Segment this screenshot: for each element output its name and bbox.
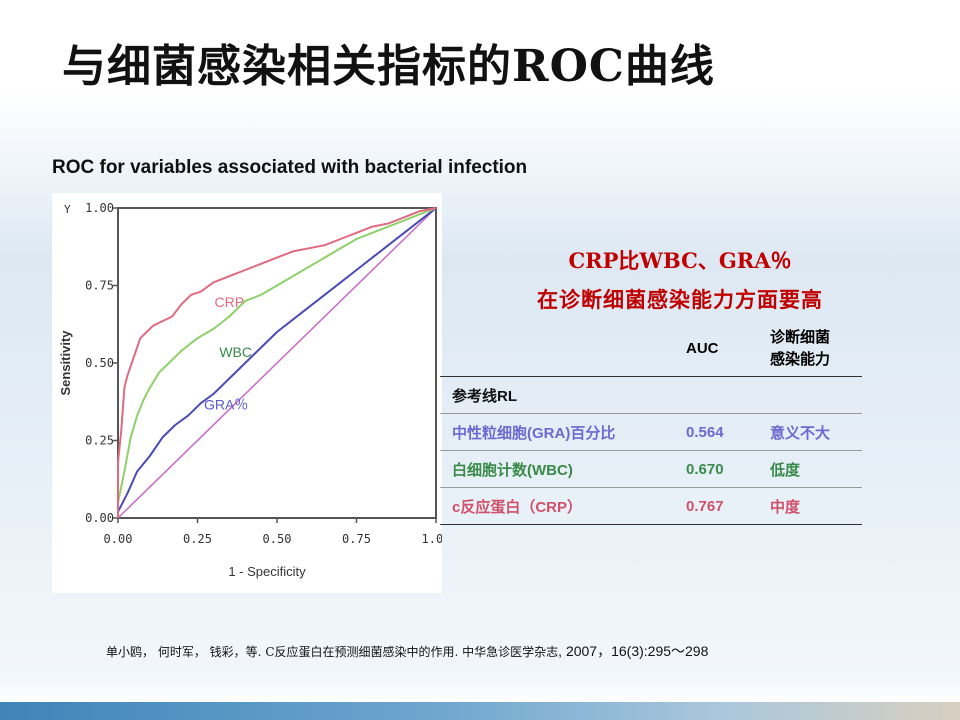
x-tick-label: 0.00 <box>104 532 133 546</box>
slide-title: 与细菌感染相关指标的ROC曲线 <box>62 41 715 92</box>
citation-ref: , 2007，16(3):295～298 <box>558 643 709 659</box>
auc-table-header: AUC 诊断细菌 感染能力 <box>440 320 862 377</box>
citation: 单小鸥， 何时军， 钱彩，等. C反应蛋白在预测细菌感染中的作用. 中华急诊医学… <box>106 641 708 661</box>
row-gra-ability: 意义不大 <box>770 423 831 442</box>
row-wbc-ability: 低度 <box>770 460 801 479</box>
y-tick-label: 0.75 <box>85 279 114 293</box>
series-line-0 <box>117 207 437 518</box>
chart-subtitle: ROC for variables associated with bacter… <box>52 157 528 178</box>
row-gra-name: 中性粒细胞(GRA)百分比 <box>452 424 616 442</box>
bottom-decor-band <box>0 702 960 720</box>
header-ability: 诊断细菌 感染能力 <box>770 328 831 368</box>
roc-chart: 0.00 0.00 0.25 0.25 0.50 0.50 0.75 0.75 1.00 1.00… <box>58 201 442 579</box>
header-name <box>440 320 674 377</box>
roc-chart-panel: 0.00 0.00 0.25 0.25 0.50 0.50 0.75 0.75 1.00 1.00… <box>52 193 442 593</box>
y-axis-title: Sensitivity <box>58 330 73 396</box>
table-row: 参考线RL <box>440 377 862 414</box>
x-tick-label: 1.00 <box>422 532 442 546</box>
headline-line2: 在诊断细菌感染能力方面要高 <box>537 287 823 312</box>
headline-line1: CRP比WBC、GRA％ <box>568 248 792 273</box>
row-gra-auc: 0.564 <box>686 423 724 441</box>
y-tick-label: 0.50 <box>85 356 114 370</box>
row-crp-name: c反应蛋白（CRP） <box>452 498 583 516</box>
citation-title: C反应蛋白在预测细菌感染中的作用. 中华急诊医学杂志 <box>265 645 559 659</box>
row-wbc-auc: 0.670 <box>686 460 724 478</box>
row-wbc-name: 白细胞计数(WBC) <box>452 461 573 479</box>
row-crp-auc: 0.767 <box>686 497 724 515</box>
series-line-3 <box>117 207 437 519</box>
y-tick-label: 1.00 <box>85 201 114 215</box>
series-label: CRP <box>215 294 245 310</box>
table-row: c反应蛋白（CRP） 0.767 中度 <box>440 488 862 525</box>
series-label: GRA％ <box>204 397 248 413</box>
header-auc: AUC <box>686 339 719 357</box>
series-line-2 <box>117 207 437 518</box>
table-row: 白细胞计数(WBC) 0.670 低度 <box>440 451 862 488</box>
y-tick-label: 0.25 <box>85 434 114 448</box>
x-tick-label: 0.25 <box>183 532 212 546</box>
x-tick-label: 0.75 <box>342 532 371 546</box>
citation-authors: 单小鸥， 何时军， 钱彩，等. <box>106 645 262 659</box>
table-row: 中性粒细胞(GRA)百分比 0.564 意义不大 <box>440 414 862 451</box>
y-axis-letter: Y <box>64 203 71 216</box>
series-line-1 <box>117 207 437 518</box>
x-axis-title: 1 - Specificity <box>228 564 306 579</box>
reference-row-label: 参考线RL <box>452 387 517 405</box>
series-label: WBC <box>219 344 252 360</box>
y-tick-label: 0.00 <box>85 511 114 525</box>
row-crp-ability: 中度 <box>770 497 801 516</box>
x-tick-label: 0.50 <box>263 532 292 546</box>
auc-table: AUC 诊断细菌 感染能力 参考线RL 中性粒细胞(GRA)百分比 0.564 … <box>440 320 862 525</box>
